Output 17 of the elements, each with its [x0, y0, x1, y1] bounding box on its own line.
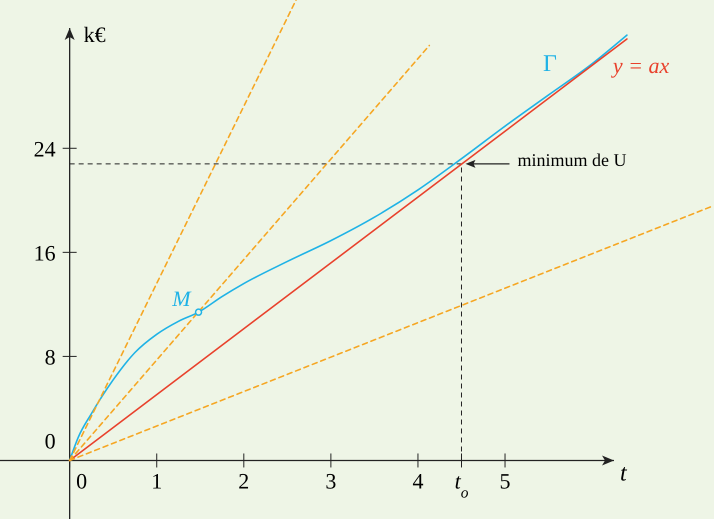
- y-tick-label: 16: [34, 240, 56, 266]
- x-axis-title: t: [620, 460, 628, 486]
- x-tick-label: t$_{o}$: [454, 468, 469, 501]
- x-tick-label: 2: [238, 468, 250, 494]
- annotation: minimum de U: [517, 150, 626, 170]
- x-tick-label: 5: [500, 468, 511, 494]
- x-tick-label: 1: [151, 468, 162, 494]
- x-tick-label: 3: [325, 468, 336, 494]
- y-tick-label: 0: [44, 428, 56, 454]
- series-label: M: [171, 286, 192, 312]
- x-tick-label: 0: [76, 468, 88, 494]
- y-axis-title: k€: [84, 22, 106, 47]
- y-tick-label: 24: [34, 136, 56, 162]
- series-label: Γ: [543, 51, 558, 78]
- y-tick-label: 8: [44, 344, 56, 370]
- series-label: y = ax: [610, 53, 670, 78]
- x-tick-label: 4: [412, 468, 424, 494]
